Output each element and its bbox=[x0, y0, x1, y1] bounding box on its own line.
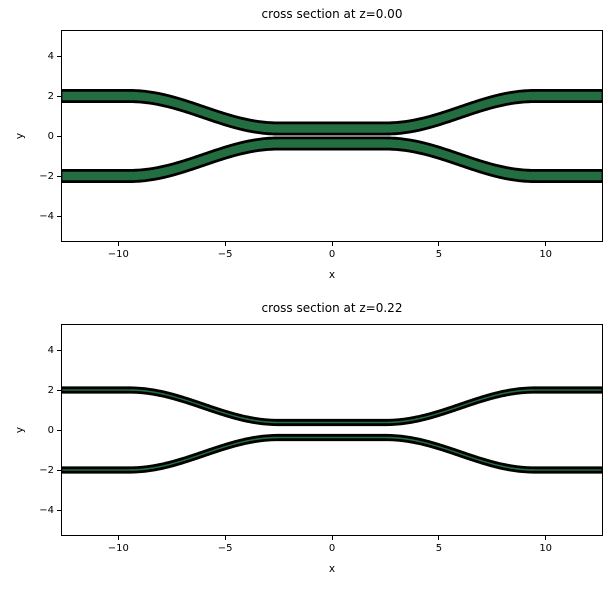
y-tick-label: 0 bbox=[47, 130, 54, 142]
y-tick-label: −4 bbox=[39, 504, 54, 516]
axes-frame bbox=[61, 324, 603, 536]
y-tick bbox=[57, 215, 61, 217]
x-tick bbox=[117, 242, 119, 246]
y-tick bbox=[57, 175, 61, 177]
y-tick-label: −4 bbox=[39, 210, 54, 222]
x-tick-label: −5 bbox=[217, 249, 233, 260]
plot-title: cross section at z=0.00 bbox=[261, 7, 403, 21]
x-tick-label: 10 bbox=[539, 543, 553, 554]
waveguide-top-polygon bbox=[61, 386, 603, 427]
x-tick-label: −5 bbox=[217, 543, 233, 554]
x-tick bbox=[545, 536, 547, 540]
x-tick-label: 5 bbox=[435, 249, 443, 260]
y-tick bbox=[57, 135, 61, 137]
x-tick-label: 0 bbox=[328, 249, 336, 260]
y-axis-label: y bbox=[14, 132, 26, 140]
y-axis-label: y bbox=[14, 426, 26, 434]
x-tick bbox=[438, 536, 440, 540]
x-tick bbox=[331, 536, 333, 540]
y-tick bbox=[57, 349, 61, 351]
y-tick-label: 2 bbox=[47, 384, 54, 396]
x-axis-label: x bbox=[328, 563, 336, 575]
waveguide-bottom-polygon bbox=[61, 136, 603, 183]
x-axis-label: x bbox=[328, 269, 336, 281]
y-tick bbox=[57, 429, 61, 431]
x-tick bbox=[224, 536, 226, 540]
y-tick bbox=[57, 469, 61, 471]
x-tick bbox=[117, 536, 119, 540]
y-tick bbox=[57, 55, 61, 57]
waveguide-top-polygon bbox=[61, 89, 603, 136]
plot-title: cross section at z=0.22 bbox=[261, 301, 403, 315]
x-tick bbox=[545, 242, 547, 246]
y-tick bbox=[57, 95, 61, 97]
y-tick-label: 2 bbox=[47, 90, 54, 102]
x-tick bbox=[224, 242, 226, 246]
axes-area bbox=[61, 324, 603, 536]
x-tick-label: 10 bbox=[539, 249, 553, 260]
axes-area bbox=[61, 30, 603, 242]
y-tick-label: 0 bbox=[47, 424, 54, 436]
x-tick-label: −10 bbox=[107, 249, 129, 260]
x-tick-label: 5 bbox=[435, 543, 443, 554]
y-tick bbox=[57, 509, 61, 511]
x-tick-label: −10 bbox=[107, 543, 129, 554]
y-tick-label: 4 bbox=[47, 50, 54, 62]
axes-frame bbox=[61, 30, 603, 242]
y-tick-label: −2 bbox=[39, 170, 54, 182]
waveguide-bottom-polygon bbox=[61, 433, 603, 474]
x-tick-label: 0 bbox=[328, 543, 336, 554]
y-tick-label: 4 bbox=[47, 344, 54, 356]
y-tick-label: −2 bbox=[39, 464, 54, 476]
y-tick bbox=[57, 389, 61, 391]
x-tick bbox=[438, 242, 440, 246]
x-tick bbox=[331, 242, 333, 246]
